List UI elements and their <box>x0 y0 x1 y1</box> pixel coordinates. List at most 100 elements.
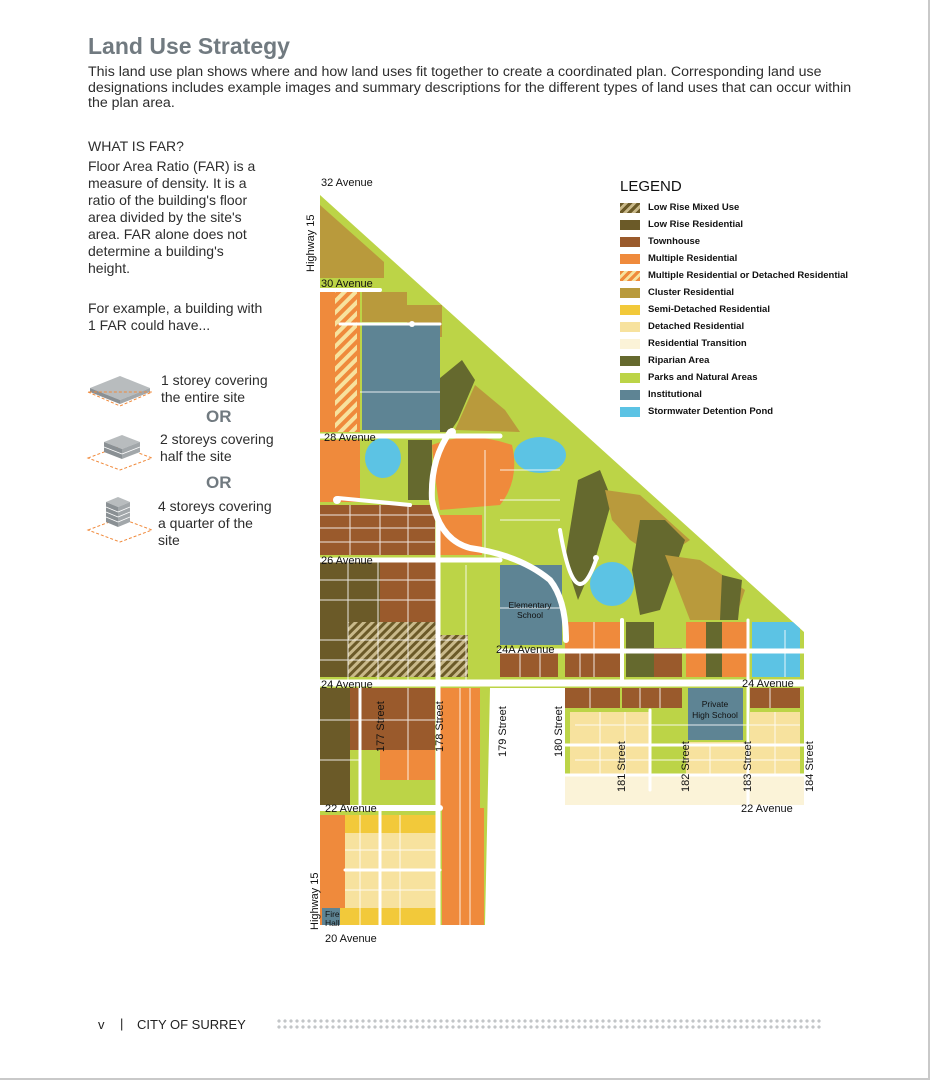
label-184-street: 184 Street <box>804 741 816 792</box>
multiple-residential-large <box>432 437 515 510</box>
legend-swatch <box>620 270 640 281</box>
far-option-3: 4 storeys covering a quarter of the site <box>158 498 272 548</box>
townhouse-24a-3 <box>500 652 558 677</box>
legend-swatch <box>620 321 640 332</box>
detached-24-1 <box>570 712 650 774</box>
label-elementary-school-2: School <box>517 610 543 620</box>
far-example: For example, a building with 1 FAR could… <box>88 300 263 333</box>
page-number: v <box>98 1017 105 1032</box>
legend-label: Institutional <box>648 389 702 400</box>
residential-transition-22 <box>565 776 804 805</box>
parcel-lines <box>320 391 800 925</box>
legend-swatch <box>620 355 640 366</box>
label-180-street: 180 Street <box>553 706 565 757</box>
legend-item: Riparian Area <box>620 352 848 369</box>
footer-dotted-rule <box>276 1018 822 1030</box>
legend-item: Residential Transition <box>620 335 848 352</box>
institutional-block-north <box>362 324 440 430</box>
map-legend: LEGEND Low Rise Mixed Use Low Rise Reside… <box>620 178 848 420</box>
riparian-east-1 <box>565 470 612 600</box>
legend-item: Multiple Residential <box>620 250 848 267</box>
semi-detached-20 <box>340 908 440 925</box>
map-area: 32 Avenue Highway 15 30 Avenue 28 Avenue… <box>305 177 816 945</box>
legend-label: Low Rise Residential <box>648 219 744 230</box>
footer-organization: CITY OF SURREY <box>137 1017 246 1032</box>
multiple-residential-22-west <box>320 815 345 925</box>
pond-east <box>590 562 634 606</box>
low-rise-residential-24 <box>320 688 350 806</box>
label-32-avenue: 32 Avenue <box>321 177 373 189</box>
legend-swatch <box>620 202 640 213</box>
legend-swatch <box>620 372 640 383</box>
four-storey-icon <box>86 497 154 543</box>
multiple-residential-24a-1 <box>565 622 621 650</box>
legend-item: Institutional <box>620 386 848 403</box>
legend-label: Low Rise Mixed Use <box>648 202 740 213</box>
low-rise-residential-24a <box>320 622 348 677</box>
road-network <box>316 288 808 928</box>
legend-item: Semi-Detached Residential <box>620 301 848 318</box>
or-label-2: OR <box>206 473 232 492</box>
label-182-street: 182 Street <box>680 741 692 792</box>
park-24 <box>652 712 682 774</box>
label-fire-hall-1: Fire <box>325 909 340 919</box>
far-heading: WHAT IS FAR? <box>88 138 184 154</box>
label-20-avenue: 20 Avenue <box>325 933 377 945</box>
or-label-1: OR <box>206 407 232 426</box>
label-179-street: 179 Street <box>497 706 509 757</box>
institutional-firehall <box>322 908 340 925</box>
road-labels: 32 Avenue Highway 15 30 Avenue 28 Avenue… <box>305 177 816 945</box>
legend-items: Low Rise Mixed Use Low Rise Residential To… <box>620 199 848 420</box>
riparian-east-2 <box>632 520 685 615</box>
label-22-avenue-west: 22 Avenue <box>325 803 377 815</box>
far-definition: Floor Area Ratio (FAR) is a measure of d… <box>88 158 256 276</box>
legend-item: Low Rise Mixed Use <box>620 199 848 216</box>
legend-title: LEGEND <box>620 178 682 195</box>
label-183-street: 183 Street <box>742 741 754 792</box>
townhouse-24-3 <box>622 688 682 708</box>
label-elementary-school-1: Elementary <box>509 600 553 610</box>
legend-swatch <box>620 219 640 230</box>
pond-north <box>514 437 566 473</box>
institutional-private-high <box>688 688 743 740</box>
legend-label: Multiple Residential <box>648 253 738 264</box>
label-24-avenue-east: 24 Avenue <box>742 678 794 690</box>
label-private-high-school-2: High School <box>692 710 738 720</box>
multiple-residential-22-east <box>442 808 484 925</box>
cluster-residential-30ave <box>362 292 407 322</box>
legend-item: Low Rise Residential <box>620 216 848 233</box>
semi-detached-22 <box>345 815 440 833</box>
footer-separator: | <box>120 1016 124 1031</box>
intro-paragraph: This land use plan shows where and how l… <box>88 64 852 111</box>
label-highway-15-bottom: Highway 15 <box>309 873 321 930</box>
detached-24-2 <box>686 742 800 774</box>
far-option-1: 1 storey covering the entire site <box>161 372 268 405</box>
riparian-north <box>440 360 475 432</box>
townhouse-24a-1 <box>565 652 621 677</box>
townhouse-24-1 <box>350 688 435 750</box>
legend-label: Multiple Residential or Detached Residen… <box>648 270 849 281</box>
label-24a-avenue: 24A Avenue <box>496 644 555 656</box>
multiple-residential-24-3 <box>500 688 558 708</box>
legend-label: Semi-Detached Residential <box>648 304 770 315</box>
one-storey-icon <box>87 376 153 407</box>
legend-swatch <box>620 406 640 417</box>
legend-label: Townhouse <box>648 236 701 247</box>
label-28-avenue: 28 Avenue <box>324 432 376 444</box>
low-rise-mixed-use-1 <box>348 622 438 677</box>
legend-item: Detached Residential <box>620 318 848 335</box>
riparian-east-3 <box>720 575 742 620</box>
legend-item: Stormwater Detention Pond <box>620 403 848 420</box>
label-30-avenue: 30 Avenue <box>321 278 373 290</box>
multiple-or-detached-strip <box>335 292 357 432</box>
label-178-street: 178 Street <box>434 701 446 752</box>
multiple-residential-28ave <box>320 440 360 502</box>
institution-labels: Elementary School Private High School Fi… <box>325 600 738 928</box>
two-storey-icon <box>86 435 154 471</box>
legend-item: Cluster Residential <box>620 284 848 301</box>
label-highway-15-top: Highway 15 <box>305 215 317 272</box>
label-177-street: 177 Street <box>375 701 387 752</box>
legend-label: Residential Transition <box>648 338 747 349</box>
legend-swatch <box>620 304 640 315</box>
